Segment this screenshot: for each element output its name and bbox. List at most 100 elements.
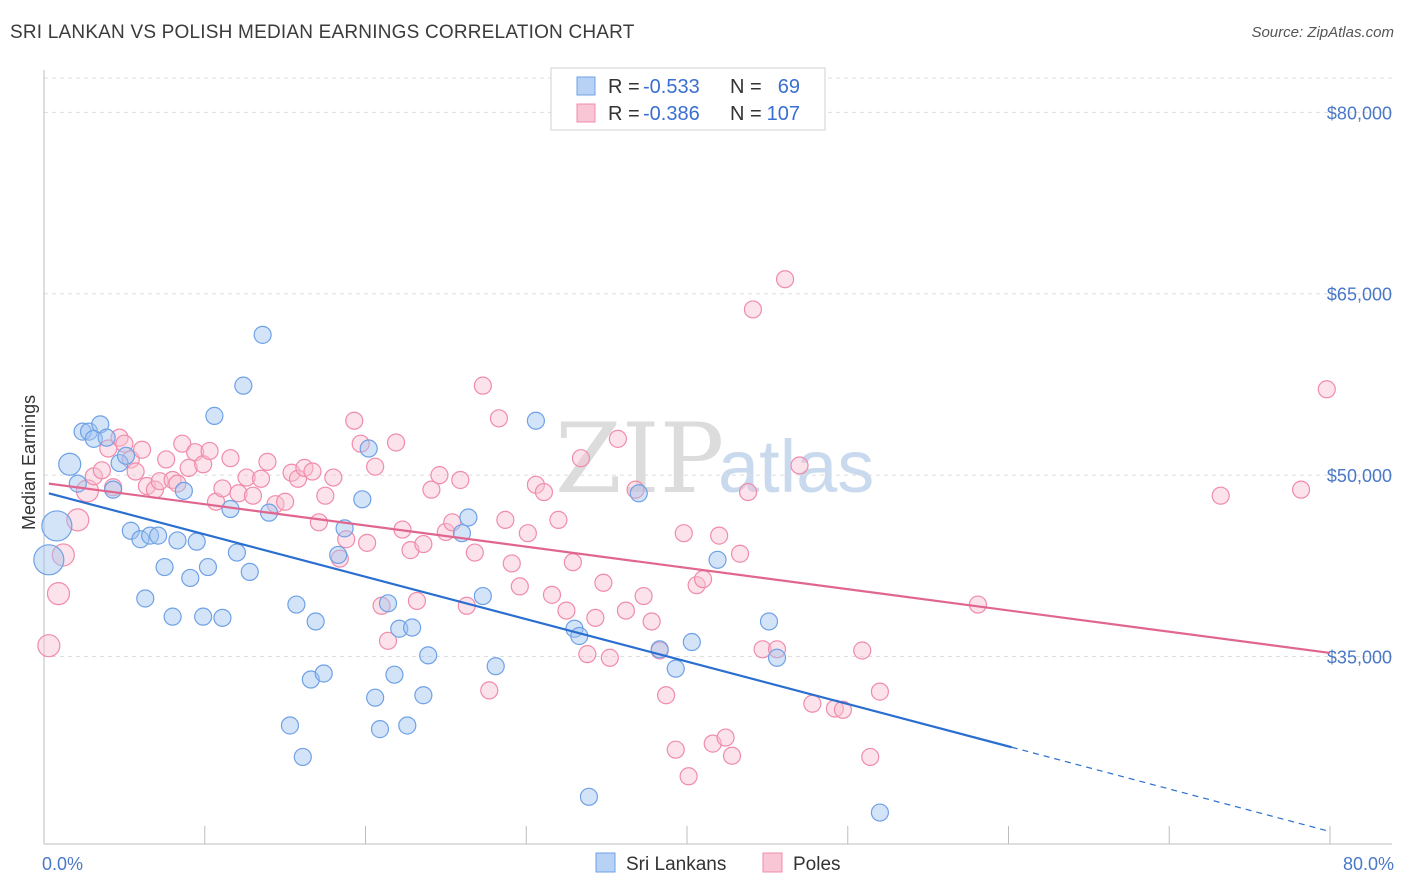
point-sri-lankans-21[interactable] xyxy=(181,568,200,588)
point-poles-47[interactable] xyxy=(366,457,385,476)
point-poles-26[interactable] xyxy=(213,479,232,498)
point-poles-88[interactable] xyxy=(674,524,693,543)
bottom-legend-swatch-sri-lankans[interactable] xyxy=(595,852,616,873)
point-poles-19[interactable] xyxy=(168,474,187,493)
point-poles-106[interactable] xyxy=(853,641,872,660)
point-poles-56[interactable] xyxy=(430,466,449,485)
point-poles-1[interactable] xyxy=(46,582,71,606)
point-poles-95[interactable] xyxy=(722,746,742,765)
point-poles-93[interactable] xyxy=(710,526,729,545)
point-sri-lankans-24[interactable] xyxy=(198,557,218,577)
point-poles-112[interactable] xyxy=(1317,380,1336,399)
point-poles-77[interactable] xyxy=(586,608,605,627)
point-sri-lankans-63[interactable] xyxy=(682,632,701,652)
point-poles-83[interactable] xyxy=(634,586,653,606)
point-sri-lankans-10[interactable] xyxy=(110,453,129,473)
point-sri-lankans-18[interactable] xyxy=(163,607,182,626)
point-poles-41[interactable] xyxy=(324,468,343,487)
point-sri-lankans-28[interactable] xyxy=(227,543,246,562)
point-sri-lankans-25[interactable] xyxy=(205,406,224,425)
point-poles-80[interactable] xyxy=(608,429,627,448)
point-poles-0[interactable] xyxy=(37,634,61,658)
point-poles-72[interactable] xyxy=(549,510,568,529)
point-poles-61[interactable] xyxy=(465,543,484,562)
point-poles-17[interactable] xyxy=(157,450,176,469)
point-sri-lankans-59[interactable] xyxy=(579,787,599,806)
point-poles-65[interactable] xyxy=(496,510,515,529)
point-poles-36[interactable] xyxy=(288,469,308,488)
point-poles-50[interactable] xyxy=(386,433,406,452)
point-sri-lankans-1[interactable] xyxy=(41,510,73,542)
point-poles-70[interactable] xyxy=(534,482,554,502)
point-sri-lankans-2[interactable] xyxy=(58,452,82,476)
point-poles-34[interactable] xyxy=(276,492,295,511)
point-poles-53[interactable] xyxy=(407,591,427,611)
point-poles-39[interactable] xyxy=(309,513,328,532)
point-sri-lankans-58[interactable] xyxy=(570,626,589,646)
point-poles-66[interactable] xyxy=(502,554,521,573)
point-poles-101[interactable] xyxy=(775,270,795,289)
point-sri-lankans-3[interactable] xyxy=(68,474,87,493)
point-poles-87[interactable] xyxy=(666,740,685,759)
point-sri-lankans-45[interactable] xyxy=(378,594,398,613)
point-poles-98[interactable] xyxy=(743,300,763,319)
point-poles-64[interactable] xyxy=(489,409,509,428)
point-poles-67[interactable] xyxy=(510,577,529,596)
point-sri-lankans-50[interactable] xyxy=(414,686,433,705)
point-sri-lankans-67[interactable] xyxy=(870,803,890,822)
point-sri-lankans-11[interactable] xyxy=(116,446,136,465)
bottom-legend-label-sri-lankans[interactable]: Sri Lankans xyxy=(626,854,726,875)
point-sri-lankans-0[interactable] xyxy=(33,544,65,576)
point-poles-63[interactable] xyxy=(480,681,499,700)
point-sri-lankans-53[interactable] xyxy=(459,508,478,527)
point-poles-105[interactable] xyxy=(833,700,853,719)
point-poles-46[interactable] xyxy=(358,533,377,552)
point-sri-lankans-55[interactable] xyxy=(486,657,505,676)
point-sri-lankans-49[interactable] xyxy=(403,618,422,637)
point-poles-27[interactable] xyxy=(221,449,240,468)
point-poles-44[interactable] xyxy=(345,411,364,430)
point-poles-16[interactable] xyxy=(150,472,169,491)
point-poles-29[interactable] xyxy=(237,468,256,487)
point-sri-lankans-65[interactable] xyxy=(759,612,779,631)
point-sri-lankans-46[interactable] xyxy=(385,665,404,684)
point-poles-6[interactable] xyxy=(92,461,111,480)
point-sri-lankans-47[interactable] xyxy=(390,619,409,638)
point-sri-lankans-41[interactable] xyxy=(353,490,372,509)
point-poles-31[interactable] xyxy=(251,469,271,488)
point-poles-108[interactable] xyxy=(870,682,890,701)
point-sri-lankans-17[interactable] xyxy=(155,557,174,577)
point-poles-79[interactable] xyxy=(600,648,619,667)
point-sri-lankans-4[interactable] xyxy=(73,422,92,441)
point-sri-lankans-8[interactable] xyxy=(97,428,116,447)
point-poles-21[interactable] xyxy=(179,458,198,477)
point-sri-lankans-44[interactable] xyxy=(370,720,390,739)
point-poles-84[interactable] xyxy=(642,612,661,631)
point-poles-107[interactable] xyxy=(861,747,880,767)
point-sri-lankans-16[interactable] xyxy=(149,526,168,545)
point-sri-lankans-35[interactable] xyxy=(293,747,312,767)
point-poles-32[interactable] xyxy=(258,452,277,471)
point-sri-lankans-37[interactable] xyxy=(306,612,325,631)
point-poles-91[interactable] xyxy=(693,570,713,589)
point-poles-103[interactable] xyxy=(803,694,822,713)
point-poles-102[interactable] xyxy=(790,456,809,475)
point-poles-97[interactable] xyxy=(738,482,758,502)
point-sri-lankans-38[interactable] xyxy=(314,664,333,683)
point-poles-55[interactable] xyxy=(422,480,441,499)
point-poles-78[interactable] xyxy=(594,573,613,592)
point-poles-38[interactable] xyxy=(303,462,322,481)
point-sri-lankans-43[interactable] xyxy=(366,688,385,707)
point-sri-lankans-23[interactable] xyxy=(194,607,213,626)
point-poles-54[interactable] xyxy=(414,534,433,554)
point-poles-49[interactable] xyxy=(378,631,398,650)
point-poles-20[interactable] xyxy=(173,434,192,453)
point-sri-lankans-42[interactable] xyxy=(359,439,378,458)
point-sri-lankans-31[interactable] xyxy=(253,325,272,344)
point-sri-lankans-56[interactable] xyxy=(526,411,545,430)
point-sri-lankans-54[interactable] xyxy=(473,586,492,606)
point-poles-30[interactable] xyxy=(243,486,263,505)
point-sri-lankans-14[interactable] xyxy=(136,589,155,608)
point-poles-9[interactable] xyxy=(110,428,129,447)
point-poles-28[interactable] xyxy=(229,484,248,503)
